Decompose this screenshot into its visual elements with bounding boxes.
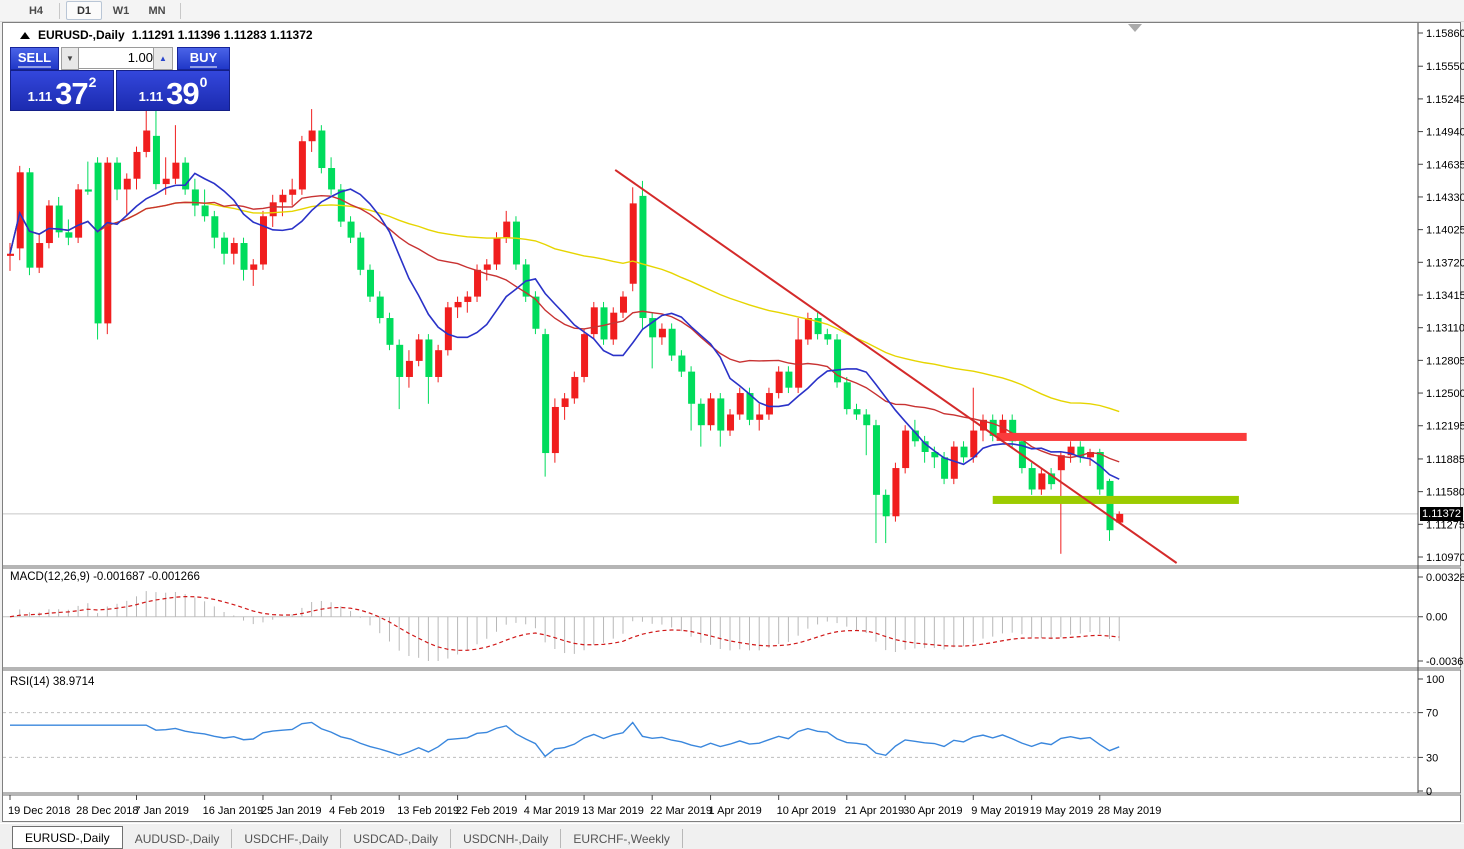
sell-price-pip: 2 — [88, 74, 97, 90]
tab-eurusd-daily[interactable]: EURUSD-,Daily — [12, 826, 123, 849]
chart-shift-marker-icon[interactable] — [1128, 24, 1142, 32]
symbol-tab-bar: EURUSD-,Daily AUDUSD-,Daily USDCHF-,Dail… — [0, 823, 1464, 849]
volume-decrease-button[interactable]: ▼ — [61, 47, 79, 70]
macd-indicator-label: MACD(12,26,9) -0.001687 -0.001266 — [10, 571, 200, 583]
sell-price-prefix: 1.11 — [27, 89, 53, 104]
timeframe-w1-button[interactable]: W1 — [112, 4, 130, 17]
tab-usdcad-daily[interactable]: USDCAD-,Daily — [341, 829, 452, 848]
current-price-tag: 1.11372 — [1420, 507, 1463, 521]
rsi-indicator-label: RSI(14) 38.9714 — [10, 676, 95, 688]
tab-usdcnh-daily[interactable]: USDCNH-,Daily — [451, 829, 562, 848]
buy-price-prefix: 1.11 — [138, 89, 164, 104]
volume-increase-button[interactable]: ▲ — [153, 47, 173, 70]
sell-button[interactable]: SELL — [10, 47, 59, 70]
volume-input[interactable]: 1.00 — [78, 47, 158, 69]
chart-symbol: EURUSD-,Daily — [38, 28, 125, 42]
tab-usdchf-daily[interactable]: USDCHF-,Daily — [232, 829, 342, 848]
chart-ohlc-values: 1.11291 1.11396 1.11283 1.11372 — [131, 28, 313, 42]
chart-window — [2, 22, 1461, 822]
timeframe-h4-button[interactable]: H4 — [28, 4, 44, 17]
tab-eurchf-weekly[interactable]: EURCHF-,Weekly — [561, 829, 683, 848]
chart-title: EURUSD-,Daily 1.11291 1.11396 1.11283 1.… — [20, 28, 313, 42]
buy-button[interactable]: BUY — [177, 47, 230, 70]
buy-price-pip: 0 — [199, 74, 208, 90]
timeframe-mn-button[interactable]: MN — [148, 4, 166, 17]
toolbar-separator — [59, 2, 60, 19]
buy-price-button[interactable]: 1.11 39 0 — [116, 70, 230, 111]
collapse-panel-icon[interactable] — [20, 31, 30, 39]
timeframe-toolbar: H4 D1 W1 MN — [0, 0, 1464, 22]
toolbar-separator — [180, 2, 181, 19]
sell-price-big: 37 — [55, 76, 88, 111]
timeframe-d1-button[interactable]: D1 — [66, 1, 102, 20]
buy-price-big: 39 — [166, 76, 199, 111]
tab-audusd-daily[interactable]: AUDUSD-,Daily — [123, 829, 233, 848]
sell-price-button[interactable]: 1.11 37 2 — [10, 70, 114, 111]
